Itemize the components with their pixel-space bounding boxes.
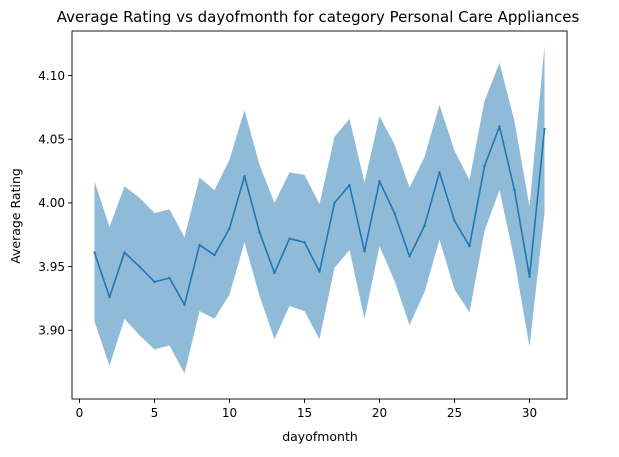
data-point [123, 251, 126, 254]
data-point [468, 245, 471, 248]
data-point [498, 125, 501, 128]
y-tick-label: 3.90 [38, 323, 65, 337]
data-point [543, 127, 546, 131]
chart-title: Average Rating vs dayofmonth for categor… [57, 8, 580, 26]
axes: 0 5 10 15 20 25 30 3.90 3.95 4.00 4.05 4.10 [38, 30, 568, 420]
x-axis-label: dayofmonth [282, 429, 358, 444]
x-tick-label: 15 [297, 406, 312, 420]
x-tick-label: 25 [447, 406, 462, 420]
data-point [258, 230, 261, 234]
data-point [423, 224, 426, 228]
data-point [348, 183, 351, 187]
data-point [168, 276, 171, 280]
data-point [93, 251, 96, 254]
data-point [183, 303, 186, 306]
data-point [378, 180, 381, 183]
plot-area [93, 46, 546, 374]
data-point [198, 243, 201, 247]
data-point [363, 250, 366, 253]
x-tick-label: 30 [522, 406, 537, 420]
x-tick-label: 20 [372, 406, 387, 420]
x-tick-label: 0 [76, 406, 84, 420]
axes-frame [71, 30, 568, 400]
data-point [438, 171, 441, 174]
x-tick-label: 10 [222, 406, 237, 420]
data-point [303, 241, 306, 244]
data-point [153, 280, 156, 284]
confidence-band [94, 46, 545, 374]
data-point [108, 295, 111, 299]
data-point [483, 164, 486, 168]
data-point [393, 211, 396, 215]
y-tick-label: 3.95 [38, 260, 65, 274]
data-point [213, 253, 216, 257]
data-point [228, 227, 231, 230]
data-point [273, 271, 276, 275]
data-point [318, 270, 321, 273]
x-tick-label: 5 [151, 406, 159, 420]
y-tick-label: 4.10 [38, 69, 65, 83]
data-point [513, 188, 516, 192]
data-point [243, 174, 246, 178]
data-point [288, 237, 291, 240]
data-point [138, 265, 141, 268]
y-tick-label: 4.00 [38, 196, 65, 210]
y-tick-label: 4.05 [38, 132, 65, 146]
y-axis-label: Average Rating [8, 168, 23, 264]
data-point [528, 275, 531, 278]
data-point [408, 255, 411, 258]
data-point [333, 201, 336, 205]
data-point [453, 219, 456, 222]
